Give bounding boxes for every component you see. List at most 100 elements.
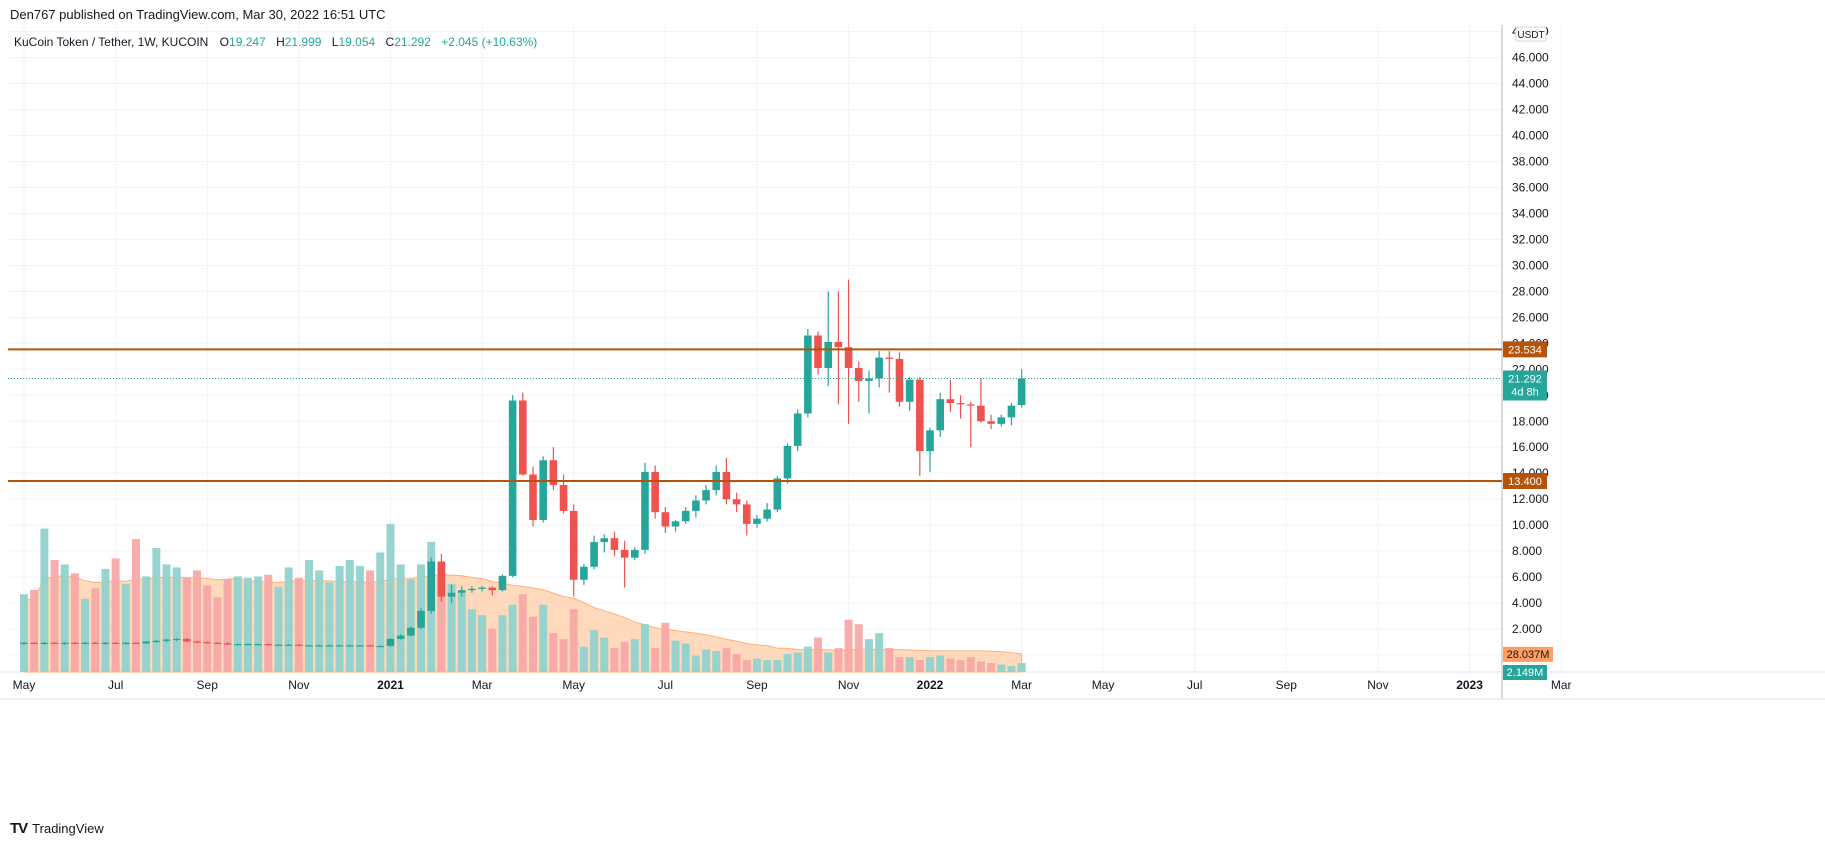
candle-body[interactable] xyxy=(71,642,79,644)
candle-body[interactable] xyxy=(1007,405,1016,418)
candle-body[interactable] xyxy=(641,471,649,550)
candle-body[interactable] xyxy=(427,561,435,611)
candle-body[interactable] xyxy=(885,357,894,359)
candle-body[interactable] xyxy=(447,592,456,597)
price-chart[interactable]: 0.0002.0004.0006.0008.00010.00012.00014.… xyxy=(0,25,1825,837)
candle-body[interactable] xyxy=(753,518,761,524)
candle-body[interactable] xyxy=(193,641,201,643)
candle-body[interactable] xyxy=(40,642,49,644)
candle-body[interactable] xyxy=(233,644,242,646)
candle-body[interactable] xyxy=(580,566,588,580)
candle-body[interactable] xyxy=(437,561,446,597)
candle-body[interactable] xyxy=(844,347,853,368)
candle-body[interactable] xyxy=(977,405,985,422)
symbol-title[interactable]: KuCoin Token / Tether, 1W, KUCOIN xyxy=(14,35,209,49)
candle-body[interactable] xyxy=(905,379,914,402)
candle-body[interactable] xyxy=(651,471,659,513)
candle-body[interactable] xyxy=(793,413,802,446)
candle-body[interactable] xyxy=(742,504,751,524)
candle-body[interactable] xyxy=(997,417,1006,424)
candle-body[interactable] xyxy=(620,549,629,558)
candle-body[interactable] xyxy=(1017,378,1026,406)
candle-body[interactable] xyxy=(478,587,486,589)
candle-body[interactable] xyxy=(305,645,313,647)
candle-body[interactable] xyxy=(661,512,670,527)
candle-body[interactable] xyxy=(81,642,89,644)
candle-body[interactable] xyxy=(895,358,904,402)
candle-body[interactable] xyxy=(763,509,771,519)
candle-body[interactable] xyxy=(20,642,28,644)
candle-body[interactable] xyxy=(386,638,395,647)
candle-body[interactable] xyxy=(132,642,140,644)
candle-body[interactable] xyxy=(804,335,812,414)
candle-body[interactable] xyxy=(345,645,354,647)
candle-body[interactable] xyxy=(539,460,547,520)
candle-body[interactable] xyxy=(172,638,181,641)
candle-body[interactable] xyxy=(396,635,405,639)
candle-body[interactable] xyxy=(610,538,619,550)
candle-body[interactable] xyxy=(457,590,466,593)
candle-body[interactable] xyxy=(50,642,59,644)
candle-body[interactable] xyxy=(183,638,191,642)
candle-body[interactable] xyxy=(854,367,863,381)
candle-body[interactable] xyxy=(681,510,690,522)
tradingview-logo-icon[interactable]: TV xyxy=(10,820,28,837)
candle-body[interactable] xyxy=(335,645,344,647)
candle-body[interactable] xyxy=(376,646,385,648)
candle-body[interactable] xyxy=(783,445,792,479)
candle-body[interactable] xyxy=(549,460,558,485)
candle-body[interactable] xyxy=(468,588,476,591)
candle-body[interactable] xyxy=(213,642,222,644)
candle-body[interactable] xyxy=(956,403,965,405)
candle-body[interactable] xyxy=(91,642,100,644)
candle-body[interactable] xyxy=(936,399,944,431)
candle-body[interactable] xyxy=(987,421,995,424)
candle-body[interactable] xyxy=(254,644,262,646)
candle-body[interactable] xyxy=(590,542,598,567)
candle-body[interactable] xyxy=(264,644,273,646)
tradingview-brand[interactable]: TradingView xyxy=(32,821,104,836)
candle-body[interactable] xyxy=(356,645,364,647)
candle-body[interactable] xyxy=(702,490,710,501)
candle-body[interactable] xyxy=(244,644,252,646)
candle-body[interactable] xyxy=(600,538,609,543)
chart-area[interactable]: 0.0002.0004.0006.0008.00010.00012.00014.… xyxy=(0,25,1825,837)
candle-body[interactable] xyxy=(926,430,934,452)
candle-body[interactable] xyxy=(488,587,497,591)
candle-body[interactable] xyxy=(631,549,639,558)
candle-body[interactable] xyxy=(671,521,680,527)
candle-body[interactable] xyxy=(315,645,324,647)
candle-body[interactable] xyxy=(966,404,975,406)
candle-body[interactable] xyxy=(875,357,883,379)
candle-body[interactable] xyxy=(692,500,700,511)
candle-body[interactable] xyxy=(834,342,843,348)
candle-body[interactable] xyxy=(814,335,822,368)
candle-body[interactable] xyxy=(732,499,741,505)
candle-body[interactable] xyxy=(559,484,568,511)
candle-body[interactable] xyxy=(946,399,955,404)
currency-badge[interactable] xyxy=(1515,26,1547,42)
candle-body[interactable] xyxy=(223,643,232,645)
candle-body[interactable] xyxy=(569,510,578,580)
candle-body[interactable] xyxy=(122,642,130,644)
candle-body[interactable] xyxy=(325,645,334,647)
candle-body[interactable] xyxy=(407,627,415,636)
candle-body[interactable] xyxy=(142,641,150,644)
candle-body[interactable] xyxy=(865,378,873,381)
candle-body[interactable] xyxy=(773,478,782,510)
candle-body[interactable] xyxy=(162,639,171,641)
candle-body[interactable] xyxy=(30,642,38,644)
candle-body[interactable] xyxy=(152,640,161,643)
candle-body[interactable] xyxy=(916,379,924,452)
candle-body[interactable] xyxy=(203,642,212,644)
candle-body[interactable] xyxy=(101,642,110,644)
candle-body[interactable] xyxy=(824,342,833,368)
candle-body[interactable] xyxy=(417,610,425,628)
candle-body[interactable] xyxy=(529,474,537,520)
candle-body[interactable] xyxy=(366,645,374,647)
candle-body[interactable] xyxy=(284,644,293,646)
candle-body[interactable] xyxy=(722,471,731,500)
candle-body[interactable] xyxy=(295,644,303,646)
candle-body[interactable] xyxy=(111,642,120,644)
candle-body[interactable] xyxy=(498,575,507,591)
